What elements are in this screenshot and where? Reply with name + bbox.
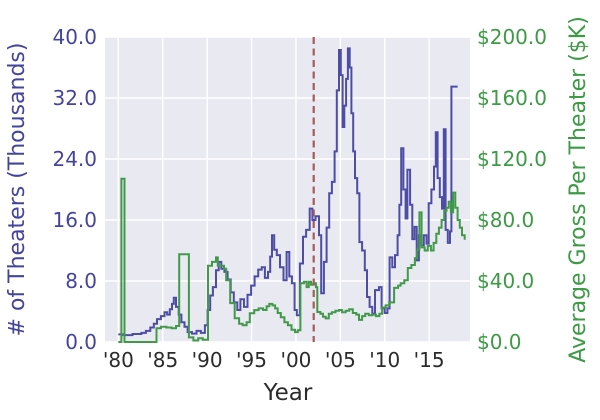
plot-background [105,37,470,342]
x-tick-label: '15 [414,348,445,372]
x-tick-label: '10 [369,348,400,372]
x-tick-label: '00 [280,348,311,372]
right-y-tick-label: $40.0 [477,269,534,293]
right-y-axis-title: Average Gross Per Theater ($K) [566,16,591,363]
right-y-tick-label: $200.0 [477,25,547,49]
left-y-tick-label: 16.0 [52,208,97,232]
left-y-tick-label: 32.0 [52,86,97,110]
x-tick-label: '90 [192,348,223,372]
right-y-tick-label: $0.0 [477,330,522,354]
x-axis-title: Year [263,380,313,406]
x-tick-label: '80 [103,348,134,372]
x-tick-label: '95 [236,348,267,372]
left-y-tick-label: 0.0 [65,330,97,354]
left-y-axis-title: # of Theaters (Thousands) [5,43,30,337]
right-y-tick-label: $160.0 [477,86,547,110]
left-y-tick-label: 8.0 [65,269,97,293]
x-tick-label: '05 [325,348,356,372]
right-y-tick-label: $120.0 [477,147,547,171]
x-tick-label: '85 [147,348,178,372]
right-y-tick-label: $80.0 [477,208,534,232]
gross-series-line [118,177,466,343]
tick-labels: 0.0 8.0 16.0 24.0 32.0 40.0 $0.0 $40.0 $80.0 $120… [52,25,547,372]
plot-area [105,36,470,343]
left-y-tick-label: 40.0 [52,25,97,49]
theaters-series-line [118,47,458,337]
left-y-tick-label: 24.0 [52,147,97,171]
